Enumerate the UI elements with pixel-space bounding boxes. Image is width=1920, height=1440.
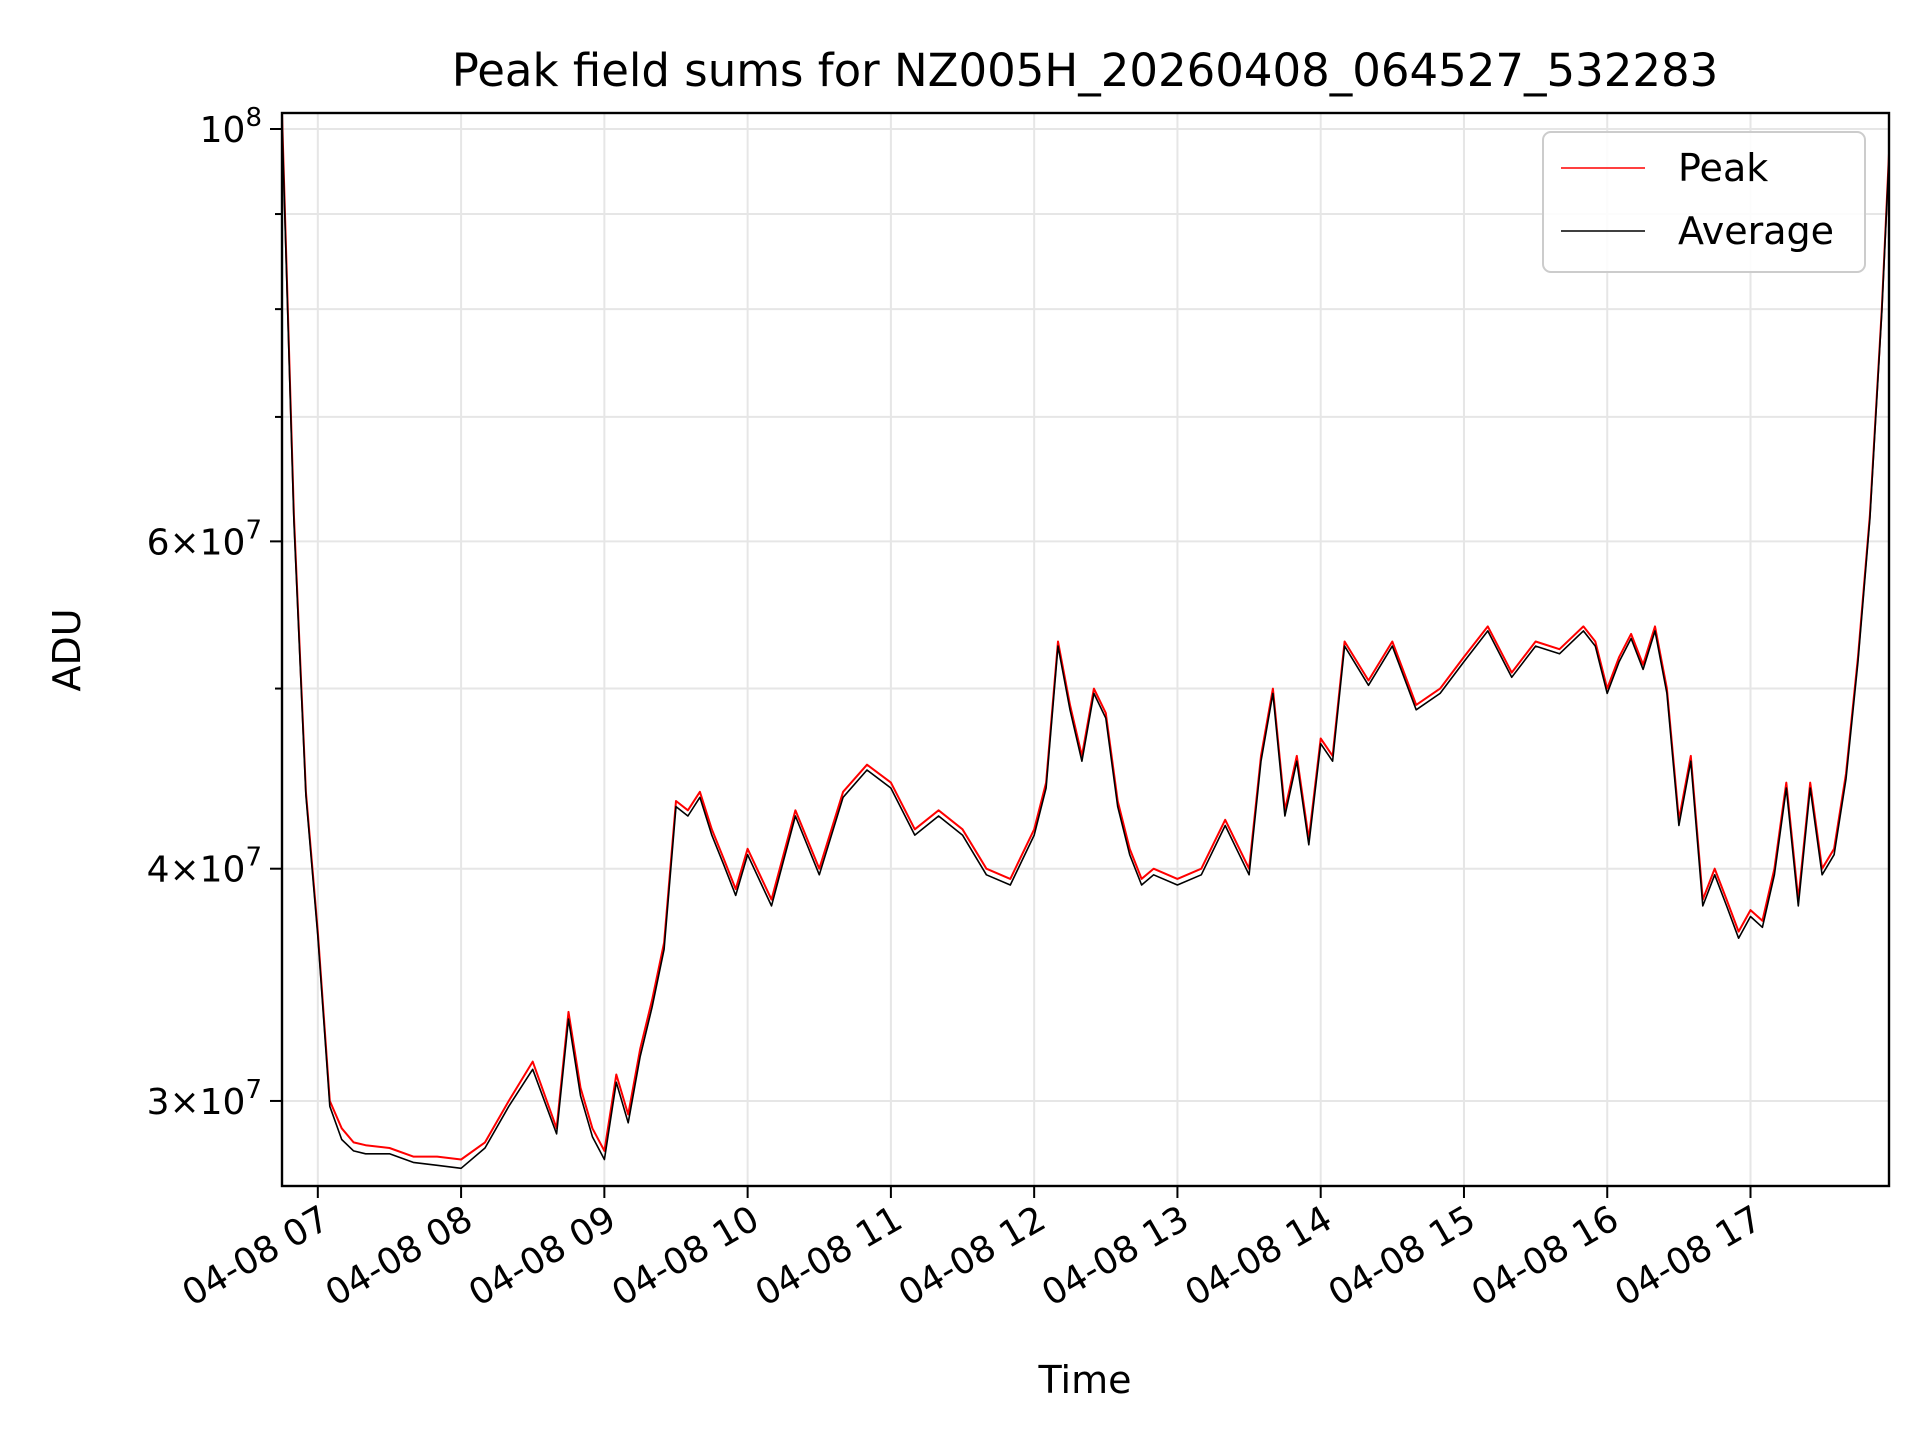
series-layer xyxy=(281,112,1890,1170)
y-axis-label: ADU xyxy=(45,608,89,691)
legend-label-peak: Peak xyxy=(1678,146,1768,190)
y-tick-label: 3×107 xyxy=(147,1075,262,1123)
y-tick-label: 6×107 xyxy=(147,515,262,563)
series-line-average xyxy=(281,120,1890,1170)
chart-title: Peak field sums for NZ005H_20260408_0645… xyxy=(452,44,1719,97)
legend-box xyxy=(1542,131,1866,273)
y-tick-label: 4×107 xyxy=(147,843,262,891)
x-axis-label: Time xyxy=(1038,1358,1132,1402)
grid xyxy=(282,113,1889,1186)
legend: Peak Average xyxy=(1542,131,1866,273)
legend-label-average: Average xyxy=(1678,209,1834,253)
plot-frame xyxy=(280,111,1891,1188)
